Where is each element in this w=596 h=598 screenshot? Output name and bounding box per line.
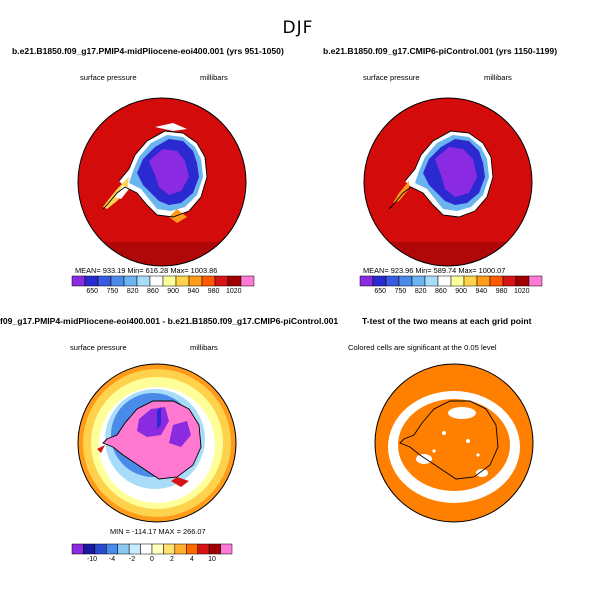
colorbar-swatch [372, 275, 387, 287]
panel2-map [363, 97, 533, 267]
colorbar-tick-label: 1020 [513, 288, 530, 295]
colorbar-swatch [84, 275, 99, 287]
panel1-units-label: millibars [200, 73, 228, 82]
colorbar-tick-label: -2 [128, 556, 136, 563]
colorbar-swatch [450, 275, 465, 287]
panel1-title: b.e21.B1850.f09_g17.PMIP4-midPliocene-eo… [12, 46, 284, 56]
colorbar-swatch [186, 543, 198, 555]
panel3-colorbar-labels: -10 -4 -2 0 2 4 10 [72, 556, 232, 566]
colorbar-tick-label: 0 [150, 556, 154, 563]
panel3-title: f09_g17.PMIP4-midPliocene-eoi400.001 - b… [0, 316, 339, 326]
panel1-map [77, 97, 247, 267]
colorbar-swatch [94, 543, 107, 555]
panel3-units-label: millibars [190, 343, 218, 352]
panel2-units-label: millibars [484, 73, 512, 82]
colorbar-swatch [128, 543, 141, 555]
colorbar-tick-label: 980 [207, 288, 220, 295]
colorbar-swatch [188, 275, 203, 287]
panel2-variable-label: surface pressure [363, 73, 420, 82]
colorbar-tick-label: 2 [170, 556, 174, 563]
colorbar-tick-label: 1020 [225, 288, 242, 295]
colorbar-tick-label: 820 [126, 288, 139, 295]
panel3-colorbar [71, 543, 233, 555]
colorbar-tick-label: 900 [455, 288, 467, 295]
colorbar-swatch [214, 275, 229, 287]
colorbar-swatch [110, 275, 125, 287]
colorbar-tick-label: 750 [106, 288, 119, 295]
panel1-stats: MEAN= 933.19 Min= 616.28 Max= 1003.86 [75, 266, 218, 275]
colorbar-swatch [502, 275, 517, 287]
panel3-map [77, 363, 237, 523]
colorbar-tick-label: 750 [394, 288, 407, 295]
colorbar-swatch [174, 543, 187, 555]
figure-title: DJF [282, 18, 314, 38]
colorbar-tick-label: 980 [495, 288, 508, 295]
colorbar-swatch [106, 543, 118, 555]
panel3-stats: MIN = -114.17 MAX = 266.07 [110, 527, 206, 536]
panel1-variable-label: surface pressure [80, 73, 137, 82]
colorbar-swatch [197, 543, 210, 555]
colorbar-swatch [398, 275, 413, 287]
colorbar-swatch [123, 275, 138, 287]
colorbar-tick-label: 650 [374, 288, 387, 295]
colorbar-tick-label: 4 [190, 556, 194, 563]
colorbar-swatch [515, 275, 530, 287]
colorbar-tick-label: 940 [187, 288, 200, 295]
colorbar-swatch [528, 275, 543, 287]
panel2-stats: MEAN= 923.96 Min= 589.74 Max= 1000.07 [363, 266, 506, 275]
colorbar-swatch [151, 543, 164, 555]
colorbar-swatch [208, 543, 221, 555]
panel3-variable-label: surface pressure [70, 343, 127, 352]
colorbar-swatch [220, 543, 233, 555]
colorbar-swatch [162, 275, 177, 287]
colorbar-swatch [149, 275, 164, 287]
colorbar-swatch [424, 275, 439, 287]
colorbar-swatch [163, 543, 176, 555]
colorbar-tick-label: -10 [86, 556, 98, 563]
panel2-colorbar [359, 275, 543, 287]
colorbar-swatch [136, 275, 151, 287]
panel4-title: T-test of the two means at each grid poi… [362, 316, 532, 326]
colorbar-swatch [359, 275, 374, 287]
colorbar-tick-label: 860 [435, 288, 447, 295]
colorbar-swatch [489, 275, 504, 287]
colorbar-tick-label: 860 [147, 288, 159, 295]
colorbar-swatch [201, 275, 216, 287]
colorbar-swatch [411, 275, 426, 287]
colorbar-tick-label: 820 [414, 288, 427, 295]
colorbar-swatch [240, 275, 255, 287]
panel2-colorbar-labels: 650 750 820 860 900 940 980 1020 [360, 288, 542, 298]
colorbar-swatch [140, 543, 153, 555]
panel4-note: Colored cells are significant at the 0.0… [348, 343, 497, 352]
colorbar-tick-label: 10 [208, 556, 216, 563]
panel4-map [374, 363, 534, 523]
colorbar-swatch [71, 543, 84, 555]
colorbar-swatch [175, 275, 190, 287]
colorbar-swatch [117, 543, 130, 555]
colorbar-tick-label: -4 [108, 556, 116, 563]
panel2-title: b.e21.B1850.f09_g17.CMIP6-piControl.001 … [323, 46, 558, 56]
colorbar-tick-label: 650 [86, 288, 99, 295]
colorbar-swatch [83, 543, 96, 555]
colorbar-swatch [385, 275, 400, 287]
panel1-colorbar [71, 275, 255, 287]
colorbar-swatch [463, 275, 478, 287]
colorbar-tick-label: 940 [475, 288, 488, 295]
colorbar-swatch [476, 275, 491, 287]
colorbar-swatch [71, 275, 86, 287]
colorbar-swatch [97, 275, 112, 287]
colorbar-tick-label: 900 [167, 288, 179, 295]
colorbar-swatch [227, 275, 242, 287]
panel1-colorbar-labels: 650 750 820 860 900 940 980 1020 [72, 288, 254, 298]
colorbar-swatch [437, 275, 452, 287]
